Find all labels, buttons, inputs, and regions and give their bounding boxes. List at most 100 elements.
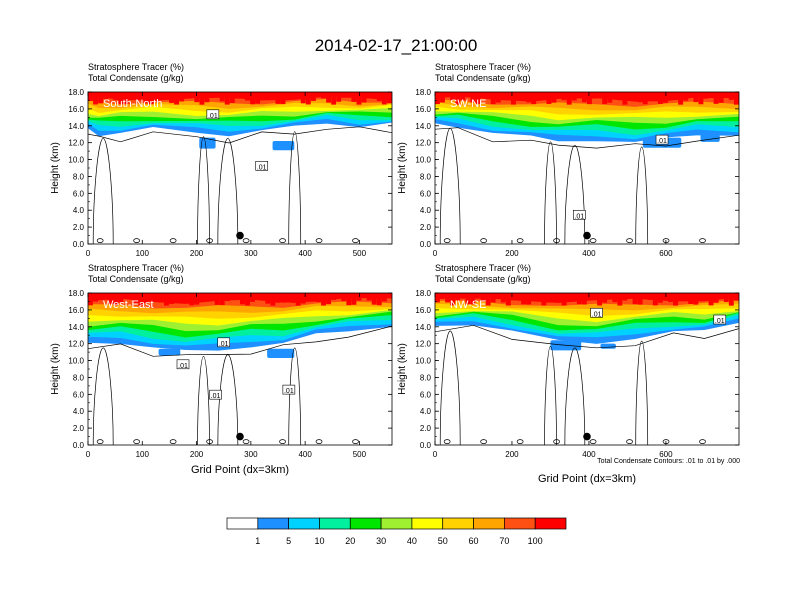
red-spike [698,92,704,105]
red-spike [341,293,347,302]
red-spike [371,293,377,305]
red-spike [465,92,471,98]
red-spike [556,92,562,98]
red-spike [386,92,392,104]
red-spike [260,92,266,100]
y-tick-label: 6.0 [420,189,432,198]
tracer-fill [435,293,739,445]
red-spike [305,293,311,300]
red-spike [351,92,357,102]
red-spike [637,92,643,103]
red-spike [602,92,608,104]
panel-title: NW-SE [450,299,486,311]
contour-label: .01 [176,359,190,370]
red-spike [93,92,98,105]
red-spike [366,293,372,301]
red-spike [440,92,445,103]
red-spike [98,293,104,299]
red-spike [450,92,456,101]
red-spike [500,92,506,98]
contour-tower [217,354,239,445]
red-spike [546,92,552,104]
condensate-contours [435,324,739,445]
red-spike [663,293,668,299]
x-axis-label: Grid Point (dx=3km) [538,473,636,485]
y-tick-label: 18.0 [415,289,431,298]
y-axis-label: Height (km) [50,142,61,194]
red-spike [174,92,180,105]
red-spike [376,293,382,306]
red-spike [290,293,296,303]
contour-blob [352,439,359,444]
red-spike [240,293,245,305]
x-tick-label: 300 [244,450,258,459]
red-spike [103,92,109,100]
red-spike [592,92,597,99]
contour-blob [699,238,706,243]
red-spike [657,92,663,104]
red-spike [627,293,633,299]
red-spike [536,92,542,99]
red-spike [336,293,342,299]
contour-label: .01 [590,307,603,318]
red-spike [356,92,362,105]
contour-label-text: .01 [178,363,188,370]
red-spike [310,92,316,101]
x-tick-label: 200 [505,450,519,459]
red-spike [587,293,592,299]
red-spike [234,293,240,301]
contour-blob [516,238,524,243]
red-spike [440,293,445,299]
y-tick-label: 12.0 [68,340,84,349]
contour-label-box [282,384,296,395]
contour-tower [439,127,461,244]
red-spike [189,293,195,306]
red-spike [255,92,261,104]
y-tick-label: 4.0 [420,206,432,215]
red-spike [204,293,210,299]
panel-south-north: .01 .01 South-North Stratosphere Tracer (%)… [50,62,393,258]
red-spike [138,293,144,306]
red-spike [158,293,164,303]
contour-label-box [176,359,190,370]
red-spike [381,293,387,302]
red-spike [336,92,342,102]
red-spike [194,293,200,305]
contour-blob [206,238,213,243]
y-tick-label: 2.0 [73,424,85,433]
red-spike [678,92,684,105]
contour-blob [553,439,560,444]
y-tick-label: 0.0 [73,441,85,450]
red-spike [103,293,109,300]
contour-tower [544,141,557,244]
contour-blob [516,439,524,444]
red-spike [470,92,476,103]
colorbar-swatch [473,517,505,530]
red-spike [668,92,673,98]
y-tick-label: 0.0 [420,240,432,249]
red-spike [143,293,149,304]
y-tick-label: 6.0 [73,189,85,198]
red-spike [285,92,291,101]
contour-label-text: .01 [657,138,667,145]
contour-blob [133,238,140,243]
red-spike [386,293,392,299]
red-spike [485,293,491,306]
contour-label-text: .01 [257,164,267,171]
red-spike [153,92,159,101]
red-spike [290,92,296,98]
contour-blob [315,439,323,444]
red-spike [647,92,653,99]
red-spike [500,293,506,303]
red-spike [526,92,532,103]
location-marker [583,231,591,240]
red-spike [98,92,104,104]
colorbar-label: 70 [499,536,509,546]
red-spike [617,92,623,101]
y-tick-label: 2.0 [420,223,432,232]
red-spike [551,293,557,299]
red-spike [179,293,185,299]
red-spike [164,92,169,99]
red-spike [316,293,321,303]
contour-label-box [217,337,231,348]
